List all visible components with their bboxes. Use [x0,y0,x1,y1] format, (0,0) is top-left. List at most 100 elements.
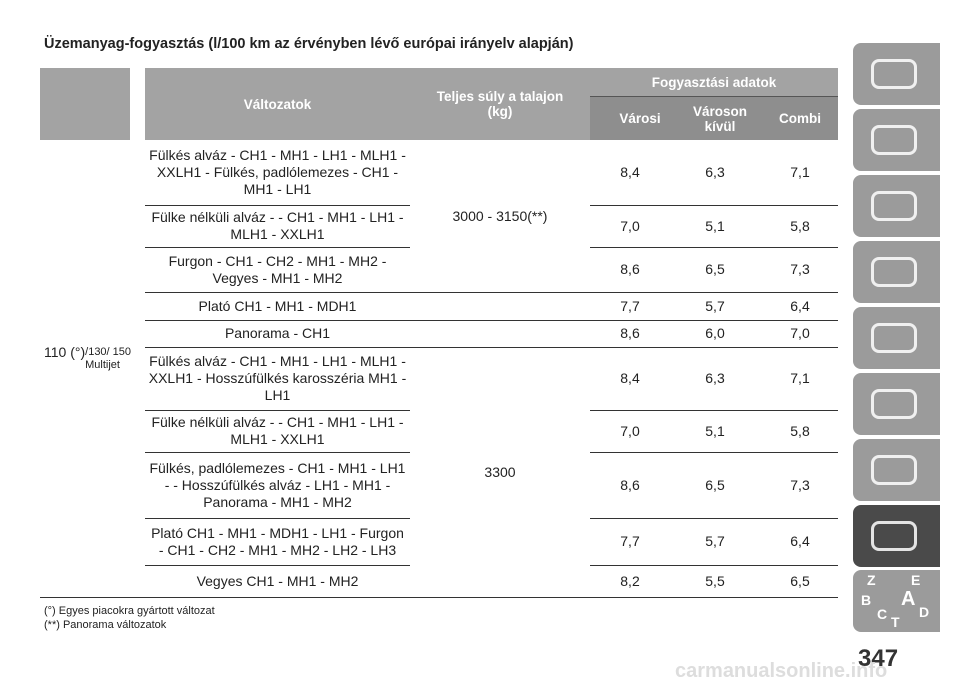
version: Fülke nélküli alváz - - CH1 - MH1 - LH1 … [151,414,404,447]
consumption-value: 8,6 [620,325,640,341]
row-line [145,518,410,519]
table-bottom [40,597,838,598]
consumption-value: 6,0 [705,325,725,341]
consumption-value: 7,0 [790,325,810,341]
engine-main: 110 (°) [44,344,86,360]
sidebar-tab[interactable] [853,241,940,303]
consumption-value: 5,7 [705,297,725,314]
row-line [145,410,410,411]
engine: 110 (°)/130/ 150 Multijet [44,345,155,372]
sidebar-letter: E [911,572,921,588]
header-combined: Combi [779,111,821,126]
row-line [145,292,838,293]
consumption-value: 7,3 [790,476,810,493]
header-divider [590,96,838,97]
sidebar-tab[interactable] [853,439,940,501]
sidebar-letter: Z [867,572,876,588]
header-extra-urban: Városon kívül [692,103,747,134]
row-line [145,205,410,206]
sidebar-letter: C [877,606,888,622]
consumption-value: 7,1 [790,370,810,386]
sidebar-tab[interactable] [853,307,940,369]
row-line [590,518,838,519]
consumption-value: 8,2 [620,572,640,589]
consumption-value: 5,1 [705,217,725,234]
sidebar-tab[interactable] [853,43,940,105]
version: Plató CH1 - MH1 - MDH1 - LH1 - Furgon - … [151,524,404,558]
row-line [145,565,410,566]
sidebar-tab[interactable] [853,175,940,237]
header-weight: Teljes súly a talajon (kg) [436,89,564,119]
sidebar-letter: B [861,592,872,608]
footnote: (°) Egyes piacokra gyártott változat [44,605,215,617]
version: Plató CH1 - MH1 - MDH1 [198,297,357,314]
version: Fülkés, padlólemezes - CH1 - MH1 - LH1 -… [149,459,406,510]
header-urban: Városi [619,111,661,126]
sidebar-tab[interactable] [853,505,940,567]
consumption-value: 5,8 [790,422,810,439]
consumption-value: 6,5 [705,261,725,277]
header-bg [40,68,130,140]
footnote: (**) Panorama változatok [44,619,167,631]
consumption-value: 6,5 [705,476,725,493]
version: Fülke nélküli alváz - - CH1 - MH1 - LH1 … [151,209,404,242]
row-line [590,452,838,453]
engine-sub: /130/ 150 Multijet [85,346,132,371]
weight: 3000 - 3150(**) [452,207,548,224]
consumption-value: 6,4 [790,533,810,549]
tab-icon [871,521,917,551]
row-line [590,410,838,411]
row-line [145,247,410,248]
consumption-value: 6,4 [790,297,810,314]
tab-icon [871,455,917,485]
sidebar-tab[interactable] [853,373,940,435]
row-line [590,247,838,248]
sidebar-letter: D [919,604,930,620]
version: Vegyes CH1 - MH1 - MH2 [196,572,359,589]
consumption-value: 6,5 [790,572,810,589]
header-consumption: Fogyasztási adatok [651,75,777,90]
consumption-value: 5,1 [705,422,725,439]
row-line [145,347,838,348]
row-line [590,205,838,206]
subheader-bg [590,97,838,140]
consumption-value: 7,7 [620,533,640,549]
tab-icon [871,59,917,89]
watermark: carmanualsonline.info [675,660,888,682]
consumption-value: 8,6 [620,261,640,277]
consumption-value: 7,1 [790,164,810,180]
consumption-value: 5,8 [790,217,810,234]
tab-icon [871,191,917,221]
row-line [590,565,838,566]
consumption-value: 8,4 [620,370,640,386]
version: Furgon - CH1 - CH2 - MH1 - MH2 - Vegyes … [168,252,387,286]
sidebar-letter: T [891,614,900,630]
weight: 3300 [484,463,516,480]
consumption-value: 7,0 [620,422,640,439]
consumption-value: 6,3 [705,370,725,386]
row-line [145,452,410,453]
consumption-value: 7,3 [790,261,810,277]
version: Fülkés alváz - CH1 - MH1 - LH1 - MLH1 - … [148,353,407,403]
sidebar-letter: A [901,588,916,610]
footnotes: (°) Egyes piacokra gyártott változat (**… [44,604,215,632]
tab-icon [871,389,917,419]
page-number: 347 [858,645,899,672]
consumption-value: 5,5 [705,572,725,589]
consumption-value: 7,0 [620,217,640,234]
tab-icon [871,323,917,353]
consumption-value: 7,7 [620,297,640,314]
tab-icon [871,125,917,155]
version: Panorama - CH1 [224,325,331,341]
row-line [145,320,838,321]
tab-icon [871,257,917,287]
title: Üzemanyag-fogyasztás (l/100 km az érvény… [44,36,574,52]
consumption-value: 8,6 [620,476,640,493]
consumption-value: 8,4 [620,164,640,180]
header-versions: Változatok [243,96,312,112]
sidebar-tab[interactable] [853,109,940,171]
version: Fülkés alváz - CH1 - MH1 - LH1 - MLH1 - … [149,147,406,197]
consumption-value: 6,3 [705,164,725,180]
